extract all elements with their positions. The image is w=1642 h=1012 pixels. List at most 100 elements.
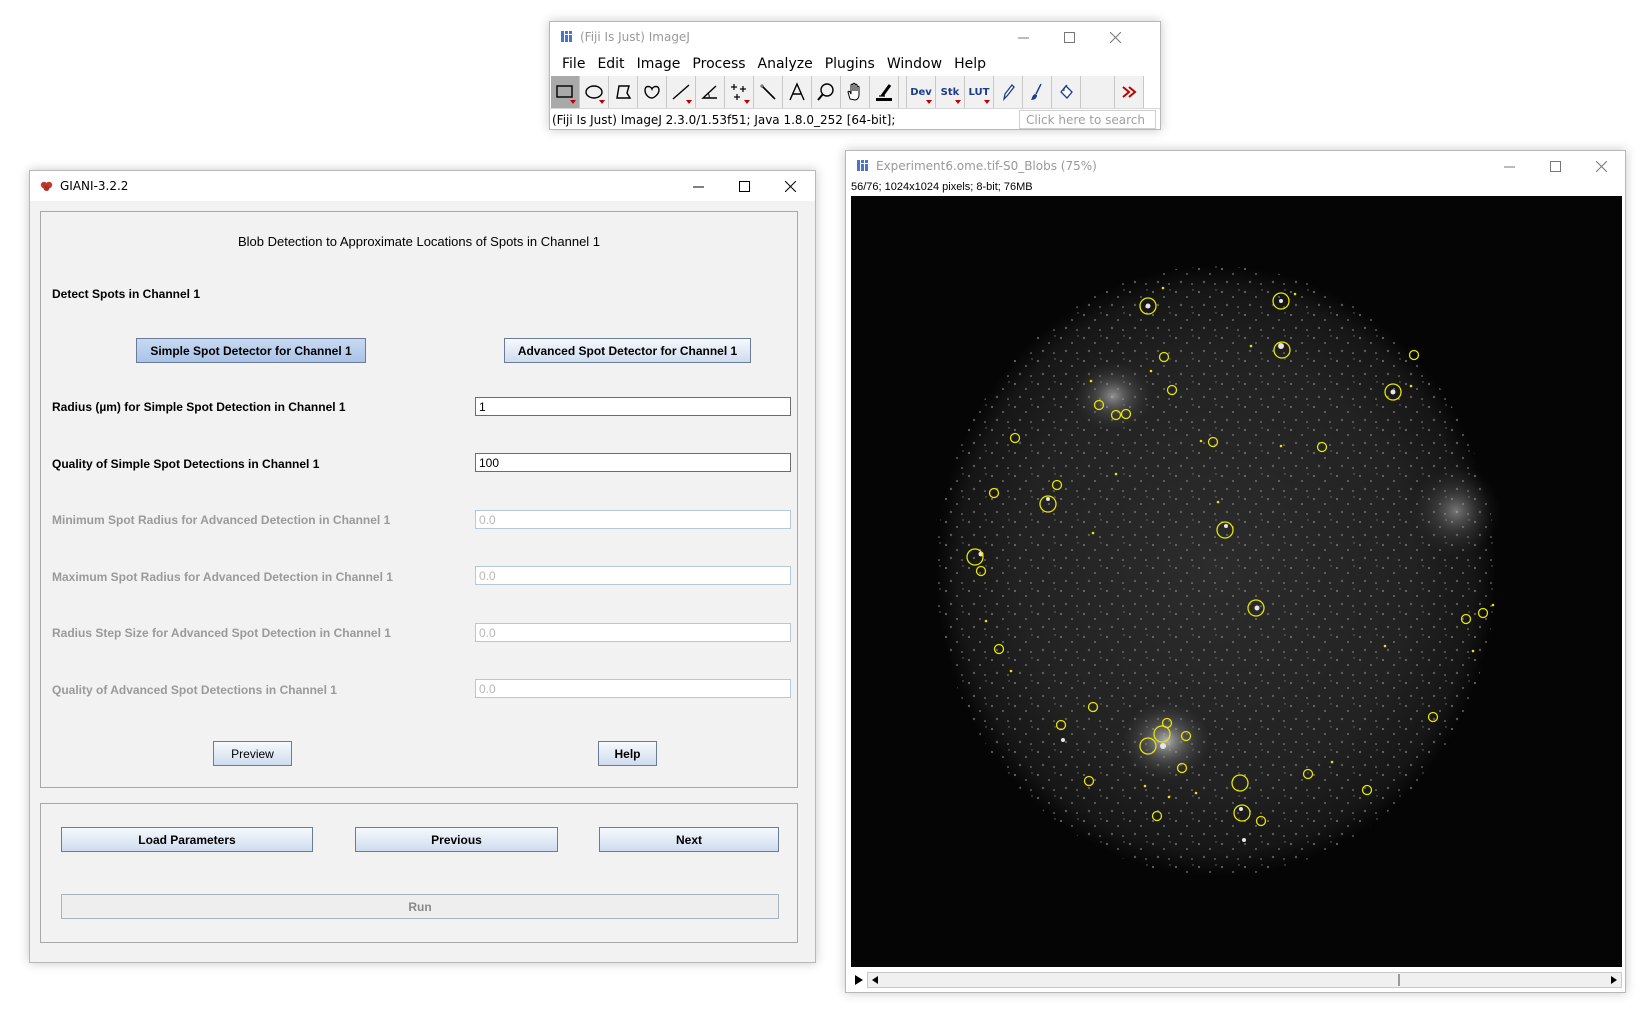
text-tool[interactable] [783,76,812,108]
hand-tool[interactable] [841,76,870,108]
radius-field[interactable]: 1 [475,397,791,416]
param-label-max-radius: Maximum Spot Radius for Advanced Detecti… [52,570,393,584]
multipoint-icon [731,84,746,100]
wand-tool[interactable] [754,76,783,108]
scroll-right-icon[interactable] [1607,973,1621,987]
more-tools-button[interactable] [1115,76,1144,108]
brush-tool[interactable] [1023,76,1052,108]
menu-plugins[interactable]: Plugins [824,56,875,72]
blob-detection-panel: Blob Detection to Approximate Locations … [40,211,798,788]
oval-tool[interactable] [580,76,609,108]
scroll-left-icon[interactable] [868,973,882,987]
oval-icon [585,85,603,99]
close-icon[interactable] [1578,151,1624,181]
menu-analyze[interactable]: Analyze [757,56,813,72]
pencil-icon [1002,84,1015,101]
text-icon [789,82,805,101]
param-label-quality: Quality of Simple Spot Detections in Cha… [52,457,320,471]
rectangle-icon [556,85,573,98]
imagej-main-window: (Fiji Is Just) ImageJ File Edit Image Pr… [549,21,1161,130]
close-icon[interactable] [1092,22,1138,52]
image-window: Experiment6.ome.tif-S0_Blobs (75%) 56/76… [845,150,1626,993]
preview-button[interactable]: Preview [213,741,292,766]
giani-logo-icon [40,181,53,191]
hand-icon [847,82,860,101]
rectangle-tool[interactable] [551,76,580,108]
min-radius-field[interactable]: 0.0 [475,510,791,529]
point-tool[interactable] [725,76,754,108]
adv-quality-field[interactable]: 0.0 [475,679,791,698]
pencil-tool[interactable] [994,76,1023,108]
slice-scrollbar[interactable] [867,972,1622,988]
small-detections [984,286,1495,799]
flood-fill-tool[interactable] [1052,76,1081,108]
help-button[interactable]: Help [598,741,657,766]
polygon-tool[interactable] [609,76,638,108]
giani-dialog: GIANI-3.2.2 Blob Detection to Approximat… [29,170,816,963]
minimize-icon[interactable] [1000,22,1046,52]
freehand-tool[interactable] [638,76,667,108]
line-tool[interactable] [667,76,696,108]
dev-tool[interactable]: Dev [907,76,936,108]
step-size-field[interactable]: 0.0 [475,623,791,642]
blob-detections [966,292,1489,827]
advanced-spot-detector-button[interactable]: Advanced Spot Detector for Channel 1 [504,338,751,363]
polygon-icon [616,85,632,99]
magnifier-tool[interactable] [812,76,841,108]
color-picker-tool[interactable] [870,76,899,108]
maximize-icon[interactable] [721,171,767,201]
brush-icon [1031,83,1042,100]
image-info: 56/76; 1024x1024 pixels; 8-bit; 76MB [851,181,1033,193]
freehand-icon [644,85,660,99]
stack-slider[interactable] [851,971,1622,989]
dropper-icon [876,84,892,101]
param-label-min-radius: Minimum Spot Radius for Advanced Detecti… [52,513,391,527]
angle-tool[interactable] [696,76,725,108]
menu-help[interactable]: Help [954,56,986,72]
fiji-icon [856,159,869,172]
maximize-icon[interactable] [1532,151,1578,181]
param-label-adv-quality: Quality of Advanced Spot Detections in C… [52,683,337,697]
play-icon[interactable] [851,971,867,989]
quality-field[interactable]: 100 [475,453,791,472]
menu-file[interactable]: File [562,56,586,72]
max-radius-field[interactable]: 0.0 [475,566,791,585]
menu-window[interactable]: Window [886,56,943,72]
status-bar: (Fiji Is Just) ImageJ 2.3.0/1.53f51; Jav… [550,108,1160,130]
lut-tool[interactable]: LUT [965,76,994,108]
bright-region [1411,466,1501,556]
menu-image[interactable]: Image [636,56,681,72]
line-icon [672,84,690,100]
previous-button[interactable]: Previous [355,827,558,852]
bright-region [1073,361,1153,431]
param-label-step-size: Radius Step Size for Advanced Spot Detec… [52,626,391,640]
load-parameters-button[interactable]: Load Parameters [61,827,313,852]
next-button[interactable]: Next [599,827,779,852]
maximize-icon[interactable] [1046,22,1092,52]
close-icon[interactable] [767,171,813,201]
menu-edit[interactable]: Edit [597,56,625,72]
navigation-panel: Load Parameters Previous Next Run [40,803,798,943]
menu-process[interactable]: Process [692,56,746,72]
image-canvas[interactable] [851,196,1622,967]
scrollbar-thumb[interactable] [1398,974,1400,986]
simple-spot-detector-button[interactable]: Simple Spot Detector for Channel 1 [136,338,366,363]
window-title: GIANI-3.2.2 [60,179,129,193]
microscopy-image [851,196,1622,967]
stk-tool[interactable]: Stk [936,76,965,108]
angle-icon [701,85,717,99]
run-button[interactable]: Run [61,894,779,919]
minimize-icon[interactable] [1486,151,1532,181]
search-input[interactable]: Click here to search [1019,110,1156,129]
empty-tool-slot [1081,76,1115,108]
toolbar-separator [899,76,907,108]
magnifier-icon [817,83,834,101]
flood-fill-icon [1060,84,1073,99]
double-chevron-right-icon [1122,86,1137,98]
param-label-radius: Radius (µm) for Simple Spot Detection in… [52,400,346,414]
minimize-icon[interactable] [675,171,721,201]
fiji-icon [560,30,573,43]
tool-bar: Dev Stk LUT [551,76,1144,108]
bright-spots [978,299,1396,842]
imagej-titlebar: (Fiji Is Just) ImageJ [550,22,1160,52]
